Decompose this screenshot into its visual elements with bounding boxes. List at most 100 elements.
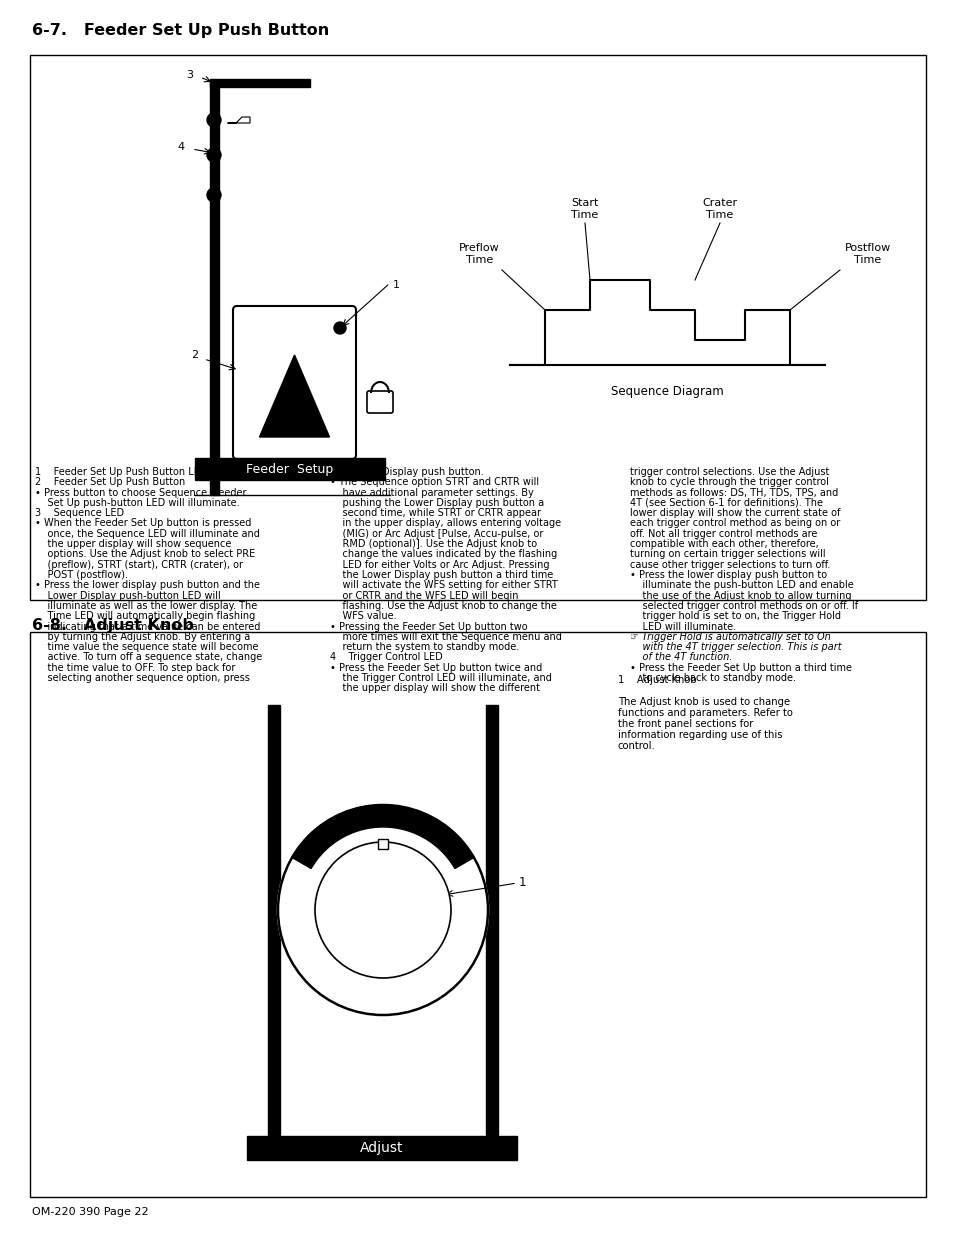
Text: cause other trigger selections to turn off.: cause other trigger selections to turn o… bbox=[629, 559, 829, 569]
Text: Crater
Time: Crater Time bbox=[701, 199, 737, 220]
Text: have additional parameter settings. By: have additional parameter settings. By bbox=[330, 488, 533, 498]
Text: Time LED will automatically begin flashing: Time LED will automatically begin flashi… bbox=[35, 611, 255, 621]
Text: by turning the Adjust knob. By entering a: by turning the Adjust knob. By entering … bbox=[35, 632, 250, 642]
Text: 3    Sequence LED: 3 Sequence LED bbox=[35, 508, 124, 519]
Text: information regarding use of this: information regarding use of this bbox=[618, 730, 781, 740]
Text: 1    Feeder Set Up Push Button LED: 1 Feeder Set Up Push Button LED bbox=[35, 467, 208, 477]
Text: selected trigger control methods on or off. If: selected trigger control methods on or o… bbox=[629, 601, 858, 611]
Text: knob to cycle through the trigger control: knob to cycle through the trigger contro… bbox=[629, 477, 828, 488]
Bar bbox=[30, 56, 925, 600]
Text: lower display will show the current state of: lower display will show the current stat… bbox=[629, 508, 840, 519]
Circle shape bbox=[314, 842, 451, 978]
Text: 4: 4 bbox=[177, 142, 185, 152]
Text: 4T (see Section 6-1 for definitions). The: 4T (see Section 6-1 for definitions). Th… bbox=[629, 498, 822, 508]
Text: RMD (optional)]. Use the Adjust knob to: RMD (optional)]. Use the Adjust knob to bbox=[330, 540, 537, 550]
FancyBboxPatch shape bbox=[367, 391, 393, 412]
Text: functions and parameters. Refer to: functions and parameters. Refer to bbox=[618, 708, 792, 718]
Text: the upper display will show the different: the upper display will show the differen… bbox=[330, 683, 539, 693]
Text: time value the sequence state will become: time value the sequence state will becom… bbox=[35, 642, 258, 652]
Text: to cycle back to standby mode.: to cycle back to standby mode. bbox=[629, 673, 795, 683]
Text: Start
Time: Start Time bbox=[571, 199, 598, 220]
Text: of the 4T function.: of the 4T function. bbox=[629, 652, 732, 662]
Bar bbox=[30, 632, 925, 1197]
Text: return the system to standby mode.: return the system to standby mode. bbox=[330, 642, 518, 652]
Text: control.: control. bbox=[618, 741, 655, 751]
Text: The Adjust knob is used to change: The Adjust knob is used to change bbox=[618, 697, 789, 706]
Text: the Trigger Control LED will illuminate, and: the Trigger Control LED will illuminate,… bbox=[330, 673, 551, 683]
Text: turning on certain trigger selections will: turning on certain trigger selections wi… bbox=[629, 550, 824, 559]
Text: with the 4T trigger selection. This is part: with the 4T trigger selection. This is p… bbox=[629, 642, 841, 652]
Text: OM-220 390 Page 22: OM-220 390 Page 22 bbox=[32, 1207, 149, 1216]
Text: 4    Trigger Control LED: 4 Trigger Control LED bbox=[330, 652, 442, 662]
Text: ☞ Trigger Hold is automatically set to On: ☞ Trigger Hold is automatically set to O… bbox=[629, 632, 830, 642]
Text: 6-7.   Feeder Set Up Push Button: 6-7. Feeder Set Up Push Button bbox=[32, 23, 329, 38]
Text: • When the Feeder Set Up button is pressed: • When the Feeder Set Up button is press… bbox=[35, 519, 251, 529]
Text: will activate the WFS setting for either STRT: will activate the WFS setting for either… bbox=[330, 580, 558, 590]
Text: more times will exit the Sequence menu and: more times will exit the Sequence menu a… bbox=[330, 632, 561, 642]
Bar bbox=[210, 79, 310, 86]
Text: • The Sequence option STRT and CRTR will: • The Sequence option STRT and CRTR will bbox=[330, 477, 538, 488]
FancyBboxPatch shape bbox=[233, 306, 355, 459]
Text: 1: 1 bbox=[393, 280, 399, 290]
Text: selecting another sequence option, press: selecting another sequence option, press bbox=[35, 673, 250, 683]
Text: compatible with each other, therefore,: compatible with each other, therefore, bbox=[629, 540, 818, 550]
Text: • Press the Feeder Set Up button a third time: • Press the Feeder Set Up button a third… bbox=[629, 663, 851, 673]
Bar bbox=[377, 839, 388, 848]
Text: (MIG) or Arc Adjust [Pulse, Accu-pulse, or: (MIG) or Arc Adjust [Pulse, Accu-pulse, … bbox=[330, 529, 543, 538]
Bar bbox=[268, 705, 280, 1135]
Text: 1: 1 bbox=[518, 877, 526, 889]
Text: once, the Sequence LED will illuminate and: once, the Sequence LED will illuminate a… bbox=[35, 529, 259, 538]
Text: illuminate as well as the lower display. The: illuminate as well as the lower display.… bbox=[35, 601, 257, 611]
Text: in the upper display, allows entering voltage: in the upper display, allows entering vo… bbox=[330, 519, 560, 529]
Circle shape bbox=[207, 112, 221, 127]
Text: WFS value.: WFS value. bbox=[330, 611, 396, 621]
Text: 2: 2 bbox=[191, 350, 198, 359]
Text: options. Use the Adjust knob to select PRE: options. Use the Adjust knob to select P… bbox=[35, 550, 255, 559]
Text: Adjust: Adjust bbox=[360, 1141, 403, 1155]
Text: change the values indicated by the flashing: change the values indicated by the flash… bbox=[330, 550, 557, 559]
Text: the time value to OFF. To step back for: the time value to OFF. To step back for bbox=[35, 663, 235, 673]
Text: flashing. Use the Adjust knob to change the: flashing. Use the Adjust knob to change … bbox=[330, 601, 557, 611]
Text: pushing the Lower Display push button a: pushing the Lower Display push button a bbox=[330, 498, 543, 508]
Bar bbox=[247, 1136, 517, 1160]
Text: the upper display will show sequence: the upper display will show sequence bbox=[35, 540, 232, 550]
Text: the Upper Display push button.: the Upper Display push button. bbox=[330, 467, 483, 477]
Text: off. Not all trigger control methods are: off. Not all trigger control methods are bbox=[629, 529, 817, 538]
Bar bbox=[485, 705, 497, 1135]
Text: the front panel sections for: the front panel sections for bbox=[618, 719, 753, 729]
Circle shape bbox=[334, 322, 346, 333]
Circle shape bbox=[207, 188, 221, 203]
Text: Postflow
Time: Postflow Time bbox=[844, 243, 890, 266]
Text: trigger control selections. Use the Adjust: trigger control selections. Use the Adju… bbox=[629, 467, 828, 477]
Text: active. To turn off a sequence state, change: active. To turn off a sequence state, ch… bbox=[35, 652, 262, 662]
Text: (preflow), STRT (start), CRTR (crater), or: (preflow), STRT (start), CRTR (crater), … bbox=[35, 559, 243, 569]
Text: • Pressing the Feeder Set Up button two: • Pressing the Feeder Set Up button two bbox=[330, 621, 527, 631]
Text: Set Up push-button LED will illuminate.: Set Up push-button LED will illuminate. bbox=[35, 498, 239, 508]
Text: second time, while STRT or CRTR appear: second time, while STRT or CRTR appear bbox=[330, 508, 540, 519]
Bar bbox=[194, 458, 385, 480]
Text: trigger hold is set to on, the Trigger Hold: trigger hold is set to on, the Trigger H… bbox=[629, 611, 841, 621]
Text: the use of the Adjust knob to allow turning: the use of the Adjust knob to allow turn… bbox=[629, 590, 851, 600]
Text: 3: 3 bbox=[186, 70, 193, 80]
Text: • Press the Feeder Set Up button twice and: • Press the Feeder Set Up button twice a… bbox=[330, 663, 541, 673]
Text: • Press the lower display push button to: • Press the lower display push button to bbox=[629, 571, 826, 580]
Text: • Press button to choose Sequence. Feeder: • Press button to choose Sequence. Feede… bbox=[35, 488, 246, 498]
Text: Sequence Diagram: Sequence Diagram bbox=[610, 385, 722, 398]
Circle shape bbox=[207, 148, 221, 162]
Text: • Press the lower display push button and the: • Press the lower display push button an… bbox=[35, 580, 260, 590]
Text: LED will illuminate.: LED will illuminate. bbox=[629, 621, 736, 631]
Text: 2    Feeder Set Up Push Button: 2 Feeder Set Up Push Button bbox=[35, 477, 185, 488]
Text: LED for either Volts or Arc Adjust. Pressing: LED for either Volts or Arc Adjust. Pres… bbox=[330, 559, 549, 569]
Text: 6-8.   Adjust Knob: 6-8. Adjust Knob bbox=[32, 618, 193, 634]
Text: 1    Adjust Knob: 1 Adjust Knob bbox=[618, 676, 696, 685]
Circle shape bbox=[277, 805, 488, 1015]
Text: Lower Display push-button LED will: Lower Display push-button LED will bbox=[35, 590, 220, 600]
Text: indicating that a time value can be entered: indicating that a time value can be ente… bbox=[35, 621, 260, 631]
Text: illuminate the push-button LED and enable: illuminate the push-button LED and enabl… bbox=[629, 580, 853, 590]
Polygon shape bbox=[292, 805, 474, 868]
Text: Preflow
Time: Preflow Time bbox=[458, 243, 499, 266]
Text: or CRTR and the WFS LED will begin: or CRTR and the WFS LED will begin bbox=[330, 590, 518, 600]
Text: methods as follows: DS, TH, TDS, TPS, and: methods as follows: DS, TH, TDS, TPS, an… bbox=[629, 488, 838, 498]
Text: Feeder  Setup: Feeder Setup bbox=[246, 462, 334, 475]
Polygon shape bbox=[259, 354, 329, 437]
